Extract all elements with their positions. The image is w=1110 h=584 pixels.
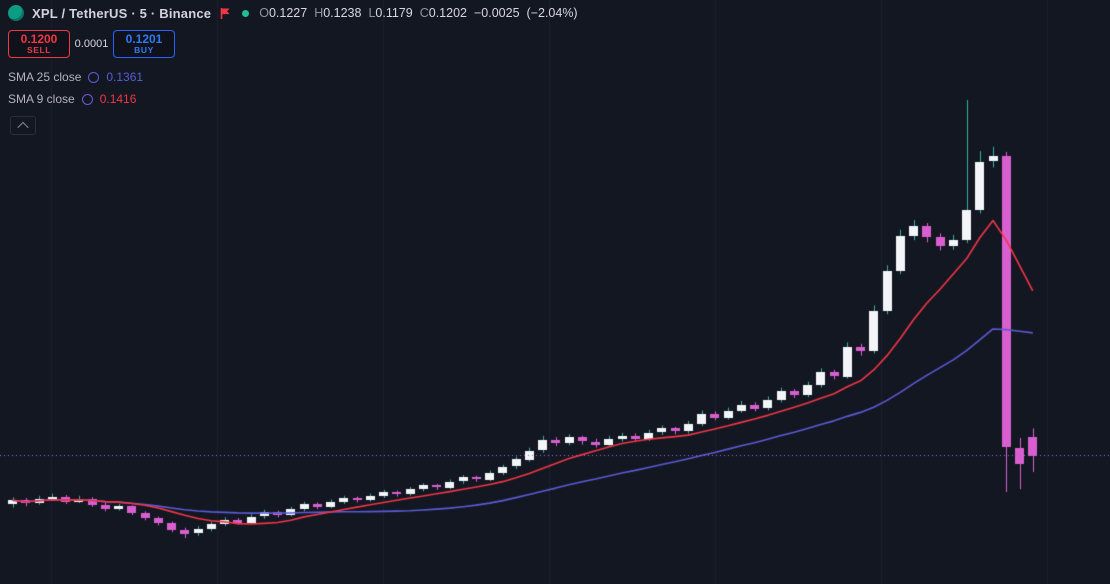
close-value: 0.1202 bbox=[428, 6, 467, 20]
spread-value: 0.0001 bbox=[74, 38, 109, 50]
buy-price: 0.1201 bbox=[125, 31, 163, 46]
sma9-label: SMA 9 close bbox=[8, 92, 75, 106]
ohlc-values: O 0.1227 H 0.1238 L 0.1179 C 0.1202 −0.0025 … bbox=[259, 6, 577, 20]
open-label: O bbox=[259, 6, 269, 20]
market-status-dot bbox=[242, 9, 250, 17]
trade-panel: 0.1200 SELL 0.0001 0.1201 BUY bbox=[8, 30, 175, 58]
buy-label: BUY bbox=[134, 44, 154, 55]
low-value: 0.1179 bbox=[375, 6, 413, 20]
sell-button[interactable]: 0.1200 SELL bbox=[8, 30, 70, 58]
symbol-logo-icon bbox=[8, 5, 24, 21]
change-percent: (−2.04%) bbox=[526, 6, 578, 20]
sell-label: SELL bbox=[26, 44, 52, 55]
sma25-label: SMA 25 close bbox=[8, 70, 82, 84]
buy-button[interactable]: 0.1201 BUY bbox=[113, 30, 175, 58]
legend-item-sma9[interactable]: SMA 9 close 0.1416 bbox=[8, 90, 136, 108]
high-value: 0.1238 bbox=[323, 6, 362, 20]
collapse-legend-button[interactable] bbox=[10, 116, 36, 135]
sma9-value: 0.1416 bbox=[99, 92, 137, 106]
open-value: 0.1227 bbox=[268, 6, 308, 20]
legend-item-sma25[interactable]: SMA 25 close 0.1361 bbox=[8, 68, 143, 86]
chart-header: XPL / TetherUS · 5 · Binance O 0.1227 H 0.… bbox=[8, 4, 578, 22]
sell-price: 0.1200 bbox=[20, 31, 58, 46]
sma25-value: 0.1361 bbox=[106, 70, 144, 84]
chevron-up-icon bbox=[17, 121, 29, 133]
cycle-icon[interactable] bbox=[88, 71, 100, 83]
close-label: C bbox=[419, 6, 429, 20]
high-label: H bbox=[314, 6, 324, 20]
flag-icon[interactable] bbox=[219, 7, 232, 20]
low-label: L bbox=[368, 6, 376, 20]
symbol-title[interactable]: XPL / TetherUS · 5 · Binance bbox=[32, 5, 212, 21]
cycle-icon[interactable] bbox=[81, 93, 93, 105]
change-value: −0.0025 bbox=[473, 6, 520, 20]
